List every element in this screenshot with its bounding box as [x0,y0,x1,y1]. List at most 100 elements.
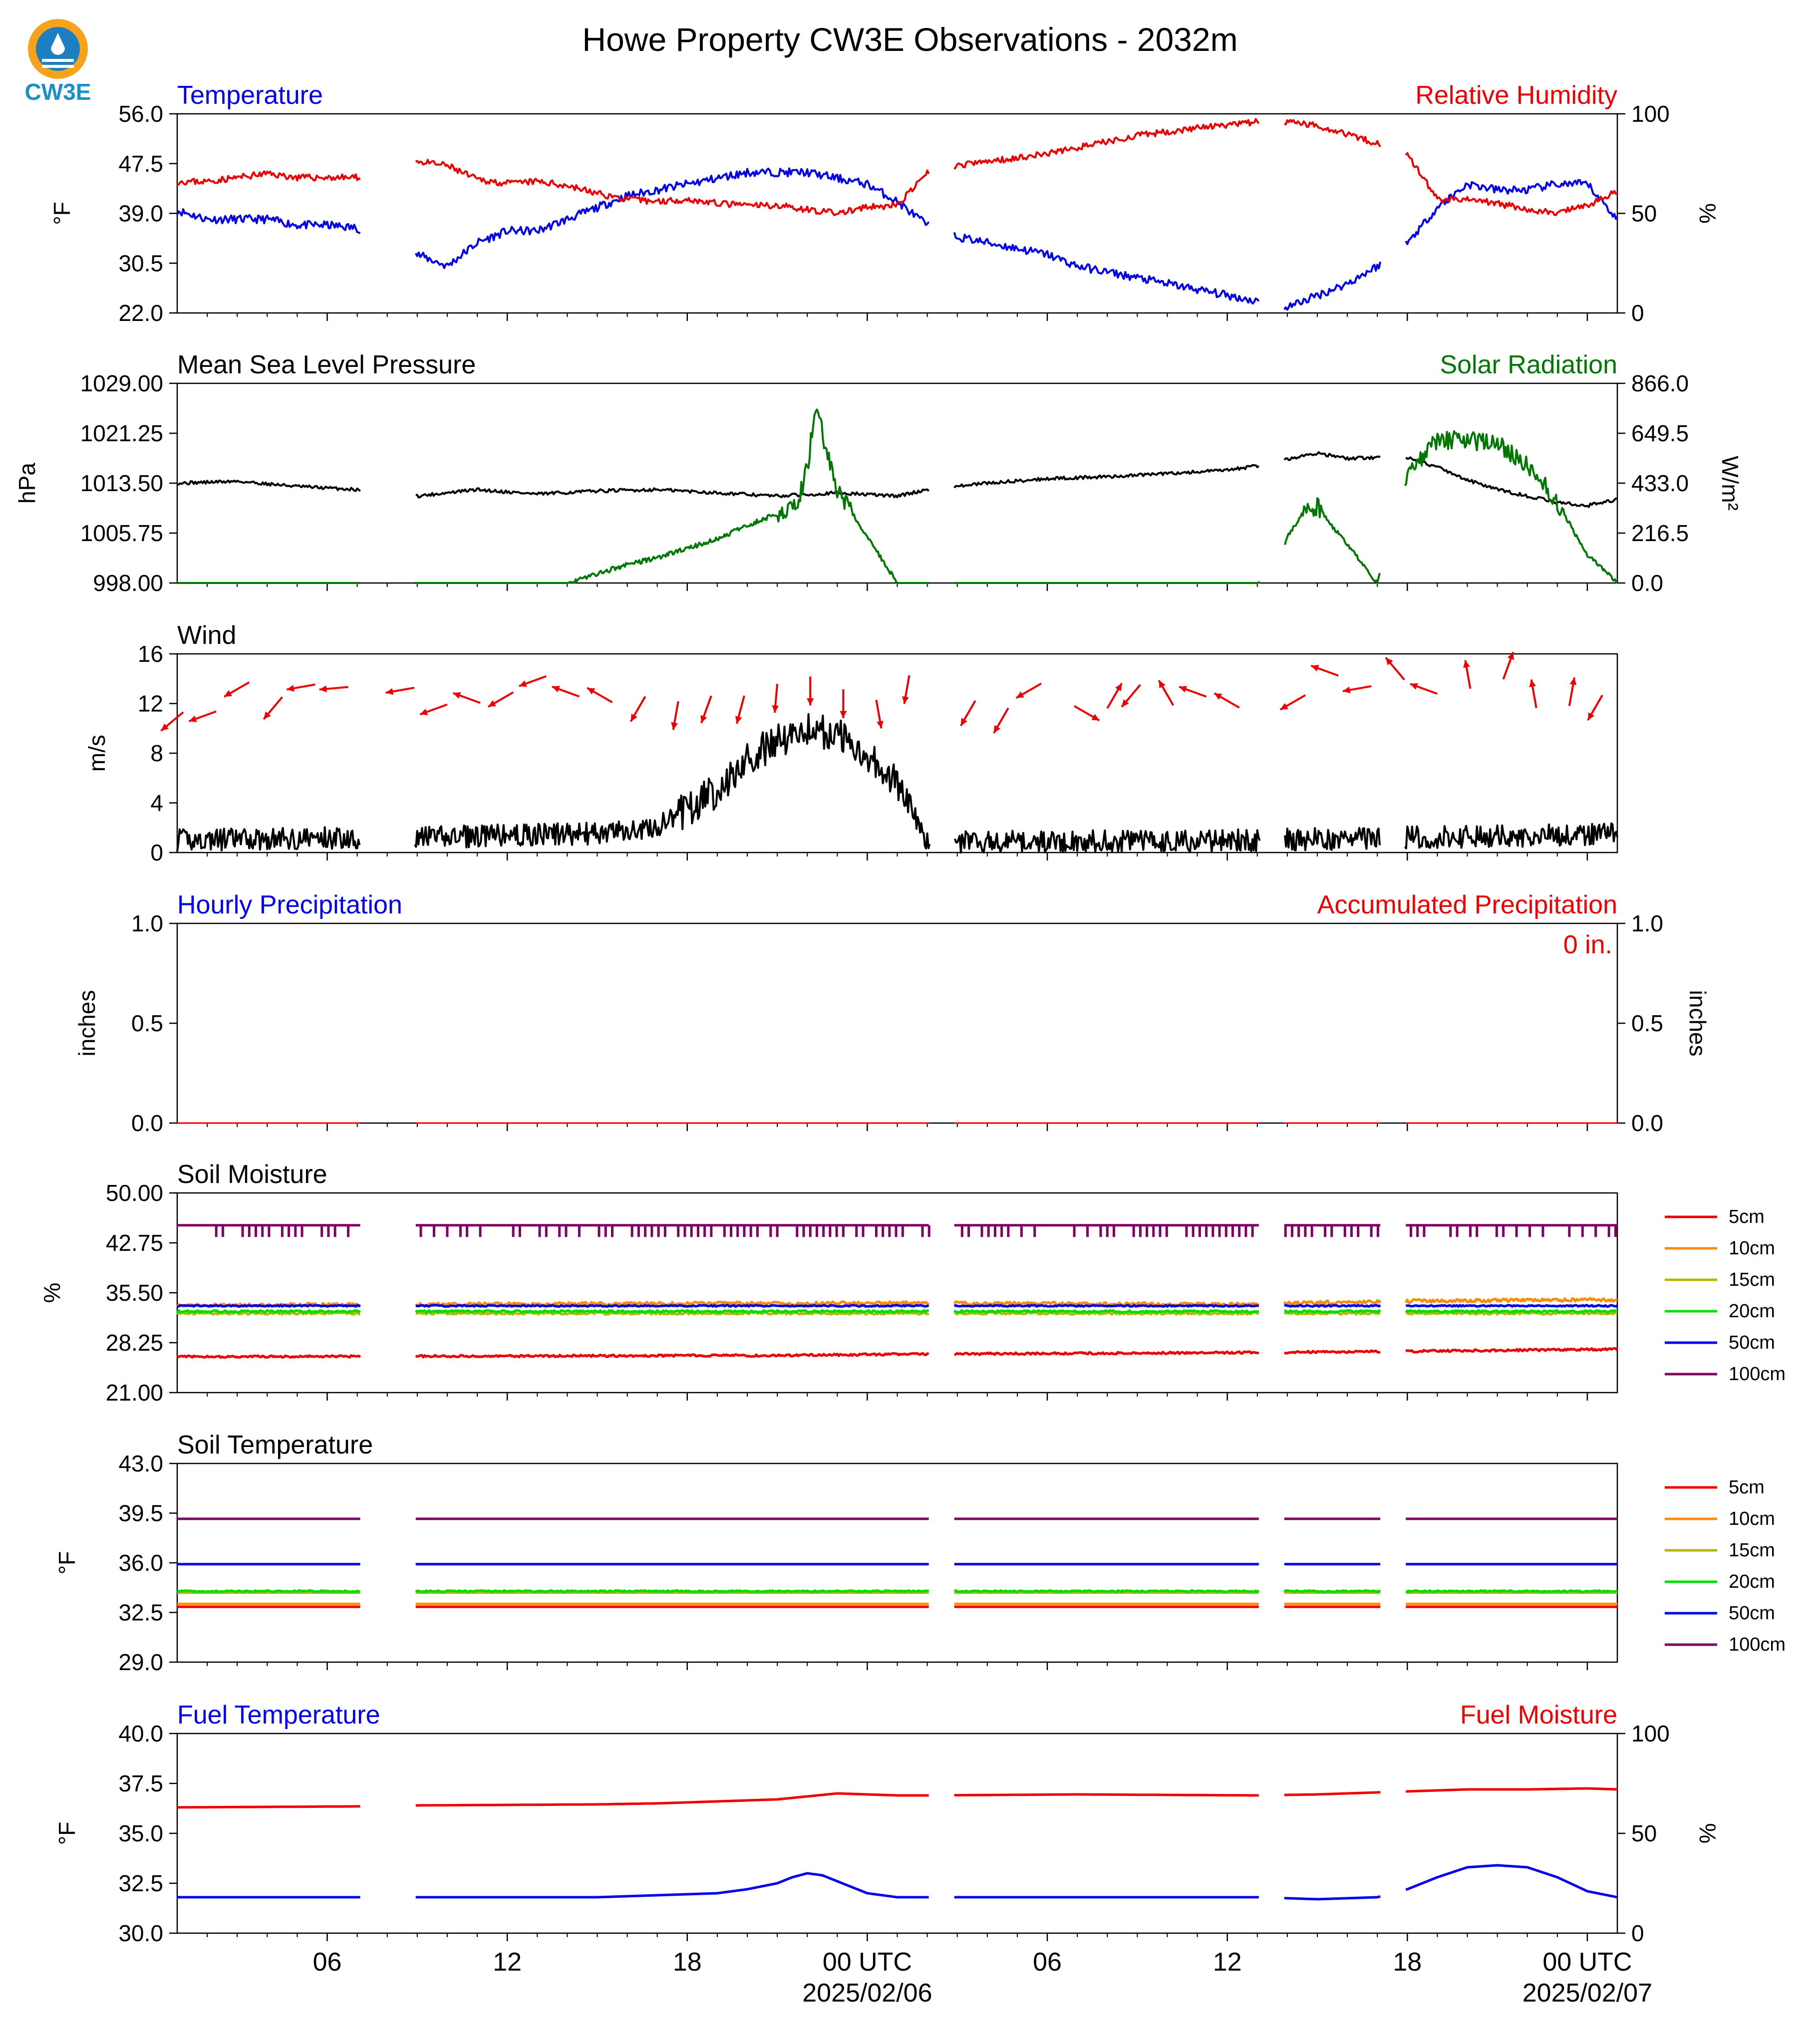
wind-arrow-head [1280,703,1288,710]
soil_temp-legend-label: 5cm [1729,1477,1765,1498]
soil_temp-legend-item: 5cm [1665,1477,1765,1498]
wind-arrow-head [840,711,847,718]
soil_temp-frame [176,1462,1618,1663]
wind-arrow-head [1091,714,1100,721]
wind-arrow-head [1214,693,1222,700]
soil-moisture-5cm [176,1347,1618,1359]
soil_temp-ytick-label: 43.0 [118,1450,163,1476]
wind-arrow-head [189,715,197,722]
wind-ytick-label: 8 [150,740,163,766]
soil-moisture-100cm-dips [215,1225,1617,1237]
soil_moisture-legend-item: 20cm [1665,1301,1775,1322]
wind-arrow [419,703,448,716]
soil_temp-panel: 43.0 39.5 36.0 32.5 29.0 Soil Temperature °F 5c… [54,1431,1786,1675]
wind-arrow-head [1115,683,1122,691]
wind-arrow [519,675,547,687]
pressure-line [177,451,1618,508]
fuel-y2label: % [1695,1823,1721,1844]
wind-arrow-head [1311,665,1319,672]
soil_temp-legend-item: 15cm [1665,1540,1775,1561]
pressure-right-title: Solar Radiation [1440,350,1617,379]
pressure-panel: 1029.00 1021.25 1013.50 1005.75 998.00 866.0 6… [14,350,1743,596]
wind-arrow-head [519,680,527,687]
fuel-ytick-label: 35.0 [118,1820,163,1846]
fuel-moisture-line [177,1787,1618,1809]
wind-arrow-head [453,692,461,699]
soil_temp-legend-item: 10cm [1665,1508,1775,1529]
soil_moisture-left-title: Soil Moisture [177,1160,327,1189]
wind-arrow-head [700,715,707,723]
pressure-ytick-label: 1005.75 [80,520,163,546]
wind-direction-arrows [160,651,1603,734]
soil_temp-ytick-label: 29.0 [118,1649,163,1675]
soil_moisture-legend-item: 50cm [1665,1332,1775,1353]
wind-arrow-head [1016,691,1024,698]
temperature-y2label: % [1695,203,1721,224]
wind-arrow-head [630,713,637,722]
chart-title: Howe Property CW3E Observations - 2032m [582,21,1237,58]
soil_temp-ytick-label: 39.5 [118,1500,163,1526]
wind-arrow-head [993,725,1001,733]
wind-arrow [1587,694,1603,721]
wind-arrow-head [1587,712,1595,721]
fuel-temperature-line [177,1864,1618,1901]
pressure-left-title: Mean Sea Level Pressure [177,350,476,379]
wind-ytick-label: 0 [150,840,163,866]
wind-arrow [1213,692,1240,709]
solar-line [177,408,1618,584]
xtick-label: 00 UTC [823,1948,912,1977]
wind-arrow-head [385,688,394,695]
wind-arrow-head [772,705,779,713]
pressure-y2tick-label: 216.5 [1631,520,1689,546]
wind-arrow [1158,679,1175,706]
temperature-ytick-label: 30.5 [118,250,163,276]
fuel-ytick-label: 30.0 [118,1920,163,1946]
fuel-y2tick-label: 100 [1631,1721,1670,1746]
soil_temp-ytick-label: 36.0 [118,1550,163,1576]
soil_moisture-legend-label: 5cm [1729,1206,1765,1227]
soil_temp-ytick-label: 32.5 [118,1600,163,1626]
xtick-label: 12 [493,1948,522,1977]
wind-arrow [1310,664,1339,677]
wind-panel: 16 12 8 4 0 Wind m/s [84,621,1618,866]
soil_temp-legend-label: 10cm [1729,1508,1775,1529]
wind-speed-line [176,713,1618,854]
wind-ytick-label: 16 [138,641,163,667]
fuel-ylabel: °F [54,1822,80,1845]
temperature-ytick-label: 47.5 [118,151,163,177]
soil_moisture-ylabel: % [39,1283,65,1303]
precip-ytick-label: 1.0 [131,910,163,936]
wind-arrow-head [1463,660,1470,668]
wind-arrow-head [877,720,884,729]
xtick-label: 12 [1213,1948,1242,1977]
soil-moisture-50cm [177,1304,1618,1308]
soil_temp-legend-label: 50cm [1729,1603,1775,1624]
wind-arrow-head [1507,652,1515,660]
temperature-y2tick-label: 0 [1631,300,1644,326]
soil_temp-legend-item: 100cm [1665,1634,1786,1655]
wind-arrow-head [807,698,814,706]
wind-arrow-head [319,685,327,693]
soil_moisture-panel: 50.00 42.75 35.50 28.25 21.00 Soil Moisture% 5… [39,1160,1786,1406]
wind-arrow [319,685,348,693]
soil_moisture-legend-item: 10cm [1665,1238,1775,1259]
pressure-y2tick-label: 0.0 [1631,570,1663,596]
pressure-frame [176,382,1618,584]
soil-moisture-15cm [176,1311,1618,1316]
soil_temp-legend-label: 15cm [1729,1540,1775,1561]
temperature-ytick-label: 39.0 [118,201,163,227]
humidity-line [177,118,1618,217]
fuel-y2tick-label: 50 [1631,1820,1657,1846]
wind-arrow-head [902,696,909,704]
wind-arrow [671,701,679,730]
soil_temp-ylabel: °F [54,1551,80,1575]
precip-ylabel: inches [74,990,100,1057]
wind-arrow [1106,682,1123,709]
soil_moisture-legend-item: 15cm [1665,1269,1775,1290]
wind-arrow [700,695,712,724]
pressure-ylabel: hPa [14,463,40,504]
precip-right-title: Accumulated Precipitation [1317,890,1617,919]
temperature-right-title: Relative Humidity [1415,81,1617,110]
wind-arrow [160,711,184,732]
pressure-ytick-label: 1013.50 [80,470,163,496]
